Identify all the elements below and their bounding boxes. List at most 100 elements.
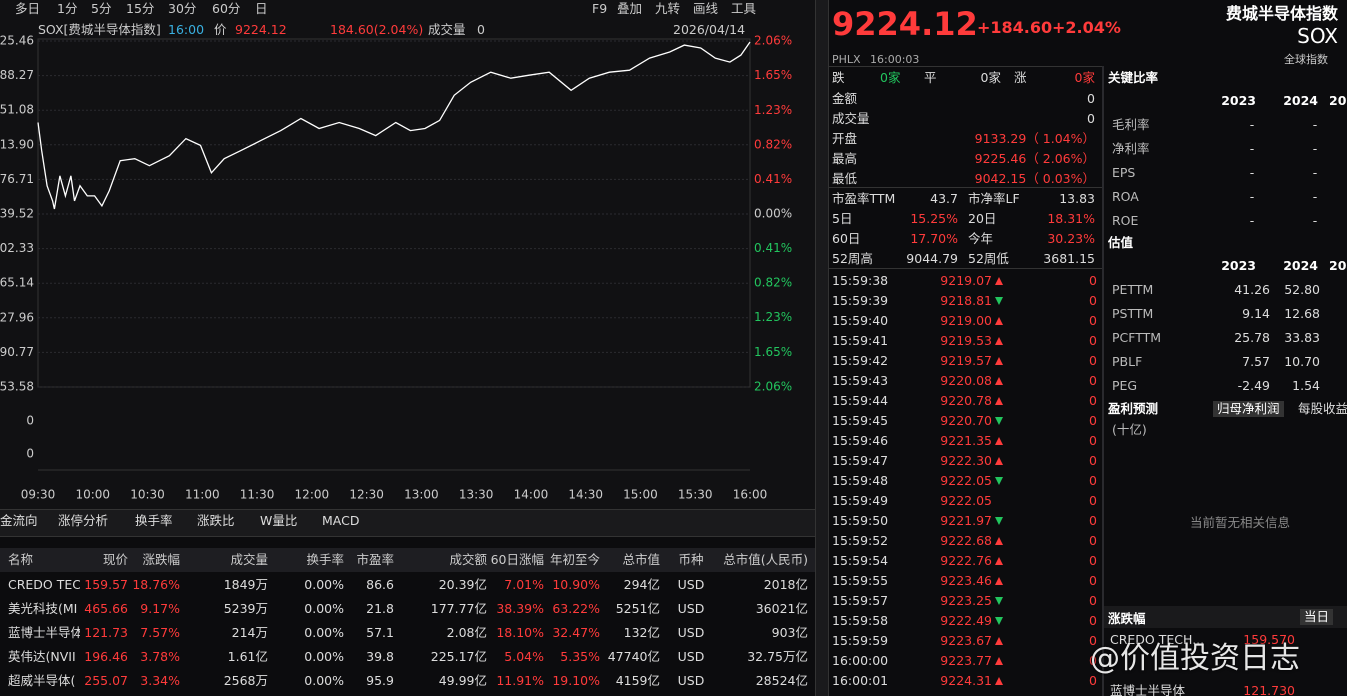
label: 0家 xyxy=(1074,70,1095,85)
label: 0家 xyxy=(980,70,1001,85)
table-cell: 95.9 xyxy=(366,673,394,688)
tick-time: 16:00:01 xyxy=(832,673,889,688)
tick-volume: 0 xyxy=(1089,353,1097,368)
label: +2.04% xyxy=(1052,18,1121,37)
toolbar-button[interactable]: 多日 xyxy=(15,1,41,16)
column-header[interactable]: 换手率 xyxy=(306,552,344,567)
table-cell: 18.10% xyxy=(496,625,544,640)
y2-tick-label: 2.06% xyxy=(754,34,792,48)
tick-time: 15:59:58 xyxy=(832,613,889,628)
toolbar-button[interactable]: 1分 xyxy=(57,1,78,16)
column-header[interactable]: 总市值(人民币) xyxy=(723,552,808,567)
table-cell: 2568万 xyxy=(223,673,268,688)
y2-tick-label: 1.65% xyxy=(754,345,792,359)
label: ROA xyxy=(1112,189,1139,204)
label: 2024 xyxy=(1283,258,1318,273)
toolbar-button[interactable]: 九转 xyxy=(655,1,681,16)
label: 9224.12 xyxy=(235,22,287,37)
x-tick-label: 09:30 xyxy=(21,488,56,502)
y-tick-label: 9039.52 xyxy=(0,207,34,221)
label: 0 xyxy=(1087,111,1095,126)
divider xyxy=(828,268,1102,269)
toolbar-button[interactable]: 画线 xyxy=(693,1,719,16)
tick-time: 15:59:57 xyxy=(832,593,889,608)
label: ROE xyxy=(1112,213,1139,228)
label: 9044.79 xyxy=(906,251,958,266)
table-cell: 177.77亿 xyxy=(430,601,487,616)
table-cell: 11.91% xyxy=(496,673,544,688)
table-cell: 美光科技(MI xyxy=(8,601,78,616)
label: 9225.46（ 2.06%） xyxy=(974,151,1095,166)
tab[interactable]: W量比 xyxy=(260,513,298,528)
y2-tick-label: 1.23% xyxy=(754,103,792,117)
divider xyxy=(1102,66,1104,696)
x-tick-label: 12:30 xyxy=(349,488,384,502)
column-header[interactable]: 总市值 xyxy=(622,552,660,567)
watermark: @价值投资日志 xyxy=(1090,642,1300,676)
toolbar-button[interactable]: 60分 xyxy=(212,1,241,16)
column-header[interactable]: 成交量 xyxy=(230,552,268,567)
label: 开盘 xyxy=(832,131,858,146)
label: EPS xyxy=(1112,165,1136,180)
table-cell: 0.00% xyxy=(304,601,344,616)
table-cell: 255.07 xyxy=(84,673,128,688)
table-cell: 9.17% xyxy=(140,601,180,616)
y-tick-label: 8965.14 xyxy=(0,276,34,290)
column-header[interactable]: 成交额 xyxy=(449,552,487,567)
tab[interactable]: 每股收益 xyxy=(1298,401,1347,416)
column-header[interactable]: 币种 xyxy=(678,552,704,567)
toolbar-button[interactable]: 叠加 xyxy=(617,1,643,16)
tick-price: 9223.67 xyxy=(940,633,992,648)
toolbar-button[interactable]: 5分 xyxy=(91,1,112,16)
tab[interactable]: 换手率 xyxy=(135,513,173,528)
tick-time: 15:59:44 xyxy=(832,393,889,408)
label[interactable]: 全球指数 xyxy=(1284,53,1328,66)
tick-price: 9219.00 xyxy=(940,313,992,328)
column-header[interactable]: 60日涨幅 xyxy=(490,552,544,567)
table-cell: 1.61亿 xyxy=(227,649,268,664)
label: 12.68 xyxy=(1284,306,1320,321)
toolbar-button[interactable]: 30分 xyxy=(168,1,197,16)
toolbar-button[interactable]: 15分 xyxy=(126,1,155,16)
table-cell: USD xyxy=(677,625,705,640)
column-header[interactable]: 市盈率 xyxy=(356,552,394,567)
tick-volume: 0 xyxy=(1089,613,1097,628)
toolbar-button[interactable]: 工具 xyxy=(731,1,757,16)
tab[interactable]: 涨停分析 xyxy=(58,513,109,528)
table-cell: 0.00% xyxy=(304,625,344,640)
tick-price: 9220.78 xyxy=(940,393,992,408)
tick-volume: 0 xyxy=(1089,673,1097,688)
tab[interactable]: 归母净利润 xyxy=(1213,401,1284,417)
arrow-up xyxy=(995,437,1003,445)
tab[interactable]: 当日 xyxy=(1300,609,1334,625)
label: 25.78 xyxy=(1234,330,1270,345)
tab[interactable]: 金流向 xyxy=(0,513,38,528)
tick-time: 15:59:39 xyxy=(832,293,889,308)
label: 今年 xyxy=(968,231,994,246)
column-header[interactable]: 名称 xyxy=(8,552,34,567)
label: - xyxy=(1312,165,1318,180)
column-header[interactable]: 年初至今 xyxy=(549,552,600,567)
label: - xyxy=(1249,165,1255,180)
tick-price: 9222.49 xyxy=(940,613,992,628)
splitter xyxy=(815,0,829,696)
label: - xyxy=(1312,117,1318,132)
arrow-down xyxy=(995,517,1003,525)
label: PCFTTM xyxy=(1112,330,1162,345)
x-tick-label: 12:00 xyxy=(295,488,330,502)
column-header[interactable]: 现价 xyxy=(102,552,128,567)
x-tick-label: 11:30 xyxy=(240,488,275,502)
tab[interactable]: 涨跌比 xyxy=(197,513,235,528)
label: 2023 xyxy=(1221,258,1256,273)
tick-volume: 0 xyxy=(1089,393,1097,408)
toolbar-button[interactable]: 日 xyxy=(255,1,268,16)
arrow-up xyxy=(995,457,1003,465)
column-header[interactable]: 涨跌幅 xyxy=(142,552,180,567)
toolbar-button[interactable]: F9 xyxy=(592,1,608,16)
tab[interactable]: MACD xyxy=(322,513,360,528)
table-cell: 英伟达(NVII xyxy=(8,649,76,664)
tick-price: 9223.25 xyxy=(940,593,992,608)
label: 最低 xyxy=(832,171,858,186)
label: 9.14 xyxy=(1242,306,1270,321)
